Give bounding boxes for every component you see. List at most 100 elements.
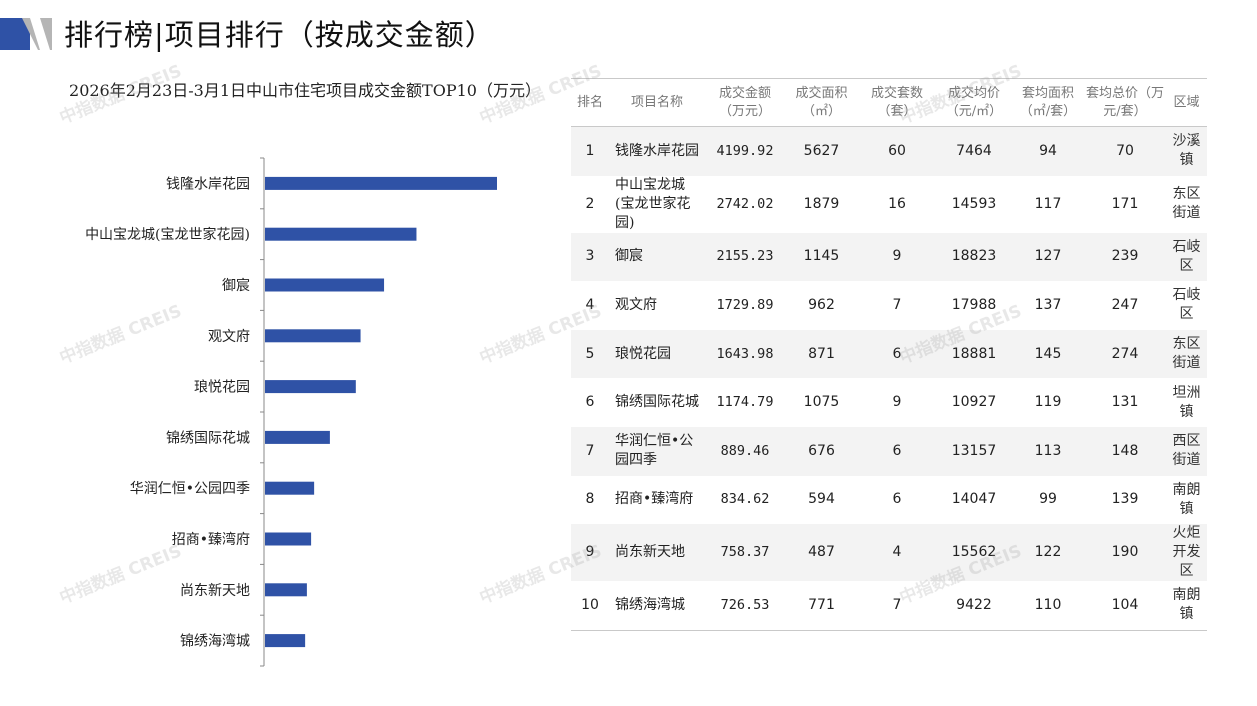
table-row: 7 华润仁恒•公园四季 889.46 676 6 13157 113 148 西区街道 bbox=[571, 426, 1207, 476]
table-cell: 1729.89 bbox=[716, 296, 774, 313]
table-cell: 10 bbox=[571, 581, 609, 631]
table-row: 4 观文府 1729.89 962 7 17988 137 247 石岐区 bbox=[571, 281, 1207, 330]
table-cell: 117 bbox=[1034, 195, 1062, 212]
table-row: 1 钱隆水岸花园 4199.92 5627 60 7464 94 70 沙溪镇 bbox=[571, 126, 1207, 176]
category-label: 中山宝龙城(宝龙世家花园) bbox=[85, 226, 250, 243]
category-label: 招商•臻湾府 bbox=[172, 531, 250, 548]
category-label: 御宸 bbox=[222, 277, 250, 294]
table-cell: 127 bbox=[1012, 232, 1084, 282]
table-cell: 487 bbox=[785, 524, 858, 582]
table-cell: 锦绣海湾城 bbox=[609, 581, 705, 631]
table-cell: 1075 bbox=[803, 394, 840, 411]
table-cell: 7 bbox=[892, 296, 902, 313]
column-header: 排名 bbox=[571, 78, 609, 127]
table-row: 6 锦绣国际花城 1174.79 1075 9 10927 119 131 坦洲镇 bbox=[571, 378, 1207, 427]
table-cell: 4 bbox=[858, 524, 936, 582]
table-cell: 东区街道 bbox=[1172, 186, 1201, 222]
table-cell: 石岐区 bbox=[1166, 232, 1207, 282]
chart-title: 2026年2月23日-3月1日中山市住宅项目成交金额TOP10（万元） bbox=[69, 81, 541, 100]
bar bbox=[265, 329, 361, 343]
table-cell: 1 bbox=[571, 126, 609, 176]
table-cell: 沙溪镇 bbox=[1166, 126, 1207, 176]
table-cell: 94 bbox=[1012, 126, 1084, 176]
column-header: 套均总价（万元/套） bbox=[1084, 78, 1166, 127]
table-cell: 9 bbox=[571, 524, 609, 582]
table-cell: 274 bbox=[1084, 329, 1166, 379]
table-cell: 琅悦花园 bbox=[609, 329, 705, 379]
table-cell: 17988 bbox=[951, 296, 997, 313]
column-header: 成交金额（万元） bbox=[705, 78, 785, 127]
table-cell: 676 bbox=[785, 426, 858, 476]
table-cell: 113 bbox=[1012, 426, 1084, 476]
column-header: 成交面积（㎡） bbox=[785, 78, 858, 127]
brand-logo-icon bbox=[0, 18, 52, 50]
table-cell: 239 bbox=[1084, 232, 1166, 282]
table-cell: 15562 bbox=[936, 524, 1012, 582]
table-cell: 7464 bbox=[936, 126, 1012, 176]
category-label: 锦绣国际花城 bbox=[166, 429, 250, 446]
table-cell: 华润仁恒•公园四季 bbox=[609, 426, 705, 476]
bar bbox=[265, 634, 306, 648]
table-cell: 1643.98 bbox=[705, 329, 785, 379]
table-cell: 131 bbox=[1111, 394, 1139, 411]
table-row: 3 御宸 2155.23 1145 9 18823 127 239 石岐区 bbox=[571, 232, 1207, 282]
category-label: 尚东新天地 bbox=[180, 583, 250, 599]
table-cell: 2742.02 bbox=[716, 195, 774, 212]
table-cell: 18881 bbox=[936, 329, 1012, 379]
table-cell: 962 bbox=[808, 296, 835, 313]
table-cell: 889.46 bbox=[705, 426, 785, 476]
table-cell: 观文府 bbox=[615, 296, 657, 313]
table-cell: 6 bbox=[585, 394, 595, 411]
table-row: 5 琅悦花园 1643.98 871 6 18881 145 274 东区街道 bbox=[571, 329, 1207, 379]
table-cell: 871 bbox=[785, 329, 858, 379]
table-cell: 南朗镇 bbox=[1172, 481, 1201, 517]
table-cell: 7 bbox=[858, 581, 936, 631]
table-cell: 1174.79 bbox=[716, 394, 774, 411]
table-cell: 119 bbox=[1034, 394, 1062, 411]
table-cell: 御宸 bbox=[609, 232, 705, 282]
table-cell: 钱隆水岸花园 bbox=[609, 126, 705, 176]
table-row: 9 尚东新天地 758.37 487 4 15562 122 190 火炬开发区 bbox=[571, 524, 1207, 582]
table-cell: 招商•臻湾府 bbox=[615, 491, 694, 508]
category-label: 琅悦花园 bbox=[194, 380, 250, 396]
category-label: 钱隆水岸花园 bbox=[166, 176, 250, 192]
table-cell: 6 bbox=[858, 329, 936, 379]
table-cell: 10927 bbox=[951, 394, 997, 411]
table-cell: 尚东新天地 bbox=[609, 524, 705, 582]
table-cell: 16 bbox=[888, 195, 906, 212]
table-row: 10 锦绣海湾城 726.53 771 7 9422 110 104 南朗镇 bbox=[571, 581, 1207, 631]
table-cell: 110 bbox=[1012, 581, 1084, 631]
table-cell: 1879 bbox=[803, 195, 840, 212]
table-cell: 5 bbox=[571, 329, 609, 379]
table-cell: 9 bbox=[892, 394, 902, 411]
category-label: 锦绣海湾城 bbox=[180, 633, 250, 650]
table-cell: 137 bbox=[1034, 296, 1062, 313]
table-cell: 171 bbox=[1111, 195, 1139, 212]
bar bbox=[265, 278, 385, 292]
column-header: 成交均价（元/㎡） bbox=[936, 78, 1012, 127]
table-cell: 14047 bbox=[951, 491, 997, 508]
category-label: 观文府 bbox=[208, 329, 250, 345]
ranking-table: 排名 项目名称 成交金额（万元） 成交面积（㎡） 成交套数（套） 成交均价（元/㎡） 套均面… bbox=[571, 78, 1207, 631]
table-cell: 南朗镇 bbox=[1166, 581, 1207, 631]
table-cell: 99 bbox=[1039, 491, 1057, 508]
table-cell: 190 bbox=[1084, 524, 1166, 582]
column-header: 成交套数（套） bbox=[858, 78, 936, 127]
table-cell: 148 bbox=[1084, 426, 1166, 476]
table-cell: 中山宝龙城(宝龙世家花园) bbox=[615, 176, 691, 231]
table-cell: 60 bbox=[858, 126, 936, 176]
table-cell: 139 bbox=[1111, 491, 1139, 508]
table-cell: 火炬开发区 bbox=[1166, 524, 1207, 582]
table-cell: 1145 bbox=[785, 232, 858, 282]
bar bbox=[265, 227, 417, 241]
table-cell: 13157 bbox=[936, 426, 1012, 476]
table-header-row: 排名 项目名称 成交金额（万元） 成交面积（㎡） 成交套数（套） 成交均价（元/㎡） 套均面… bbox=[571, 78, 1207, 127]
table-cell: 2155.23 bbox=[705, 232, 785, 282]
table-cell: 834.62 bbox=[720, 491, 770, 508]
page-title: 排行榜|项目排行（按成交金额） bbox=[64, 18, 495, 52]
bar bbox=[265, 583, 307, 597]
bar bbox=[265, 176, 497, 190]
table-cell: 14593 bbox=[951, 195, 997, 212]
table-cell: 7 bbox=[571, 426, 609, 476]
